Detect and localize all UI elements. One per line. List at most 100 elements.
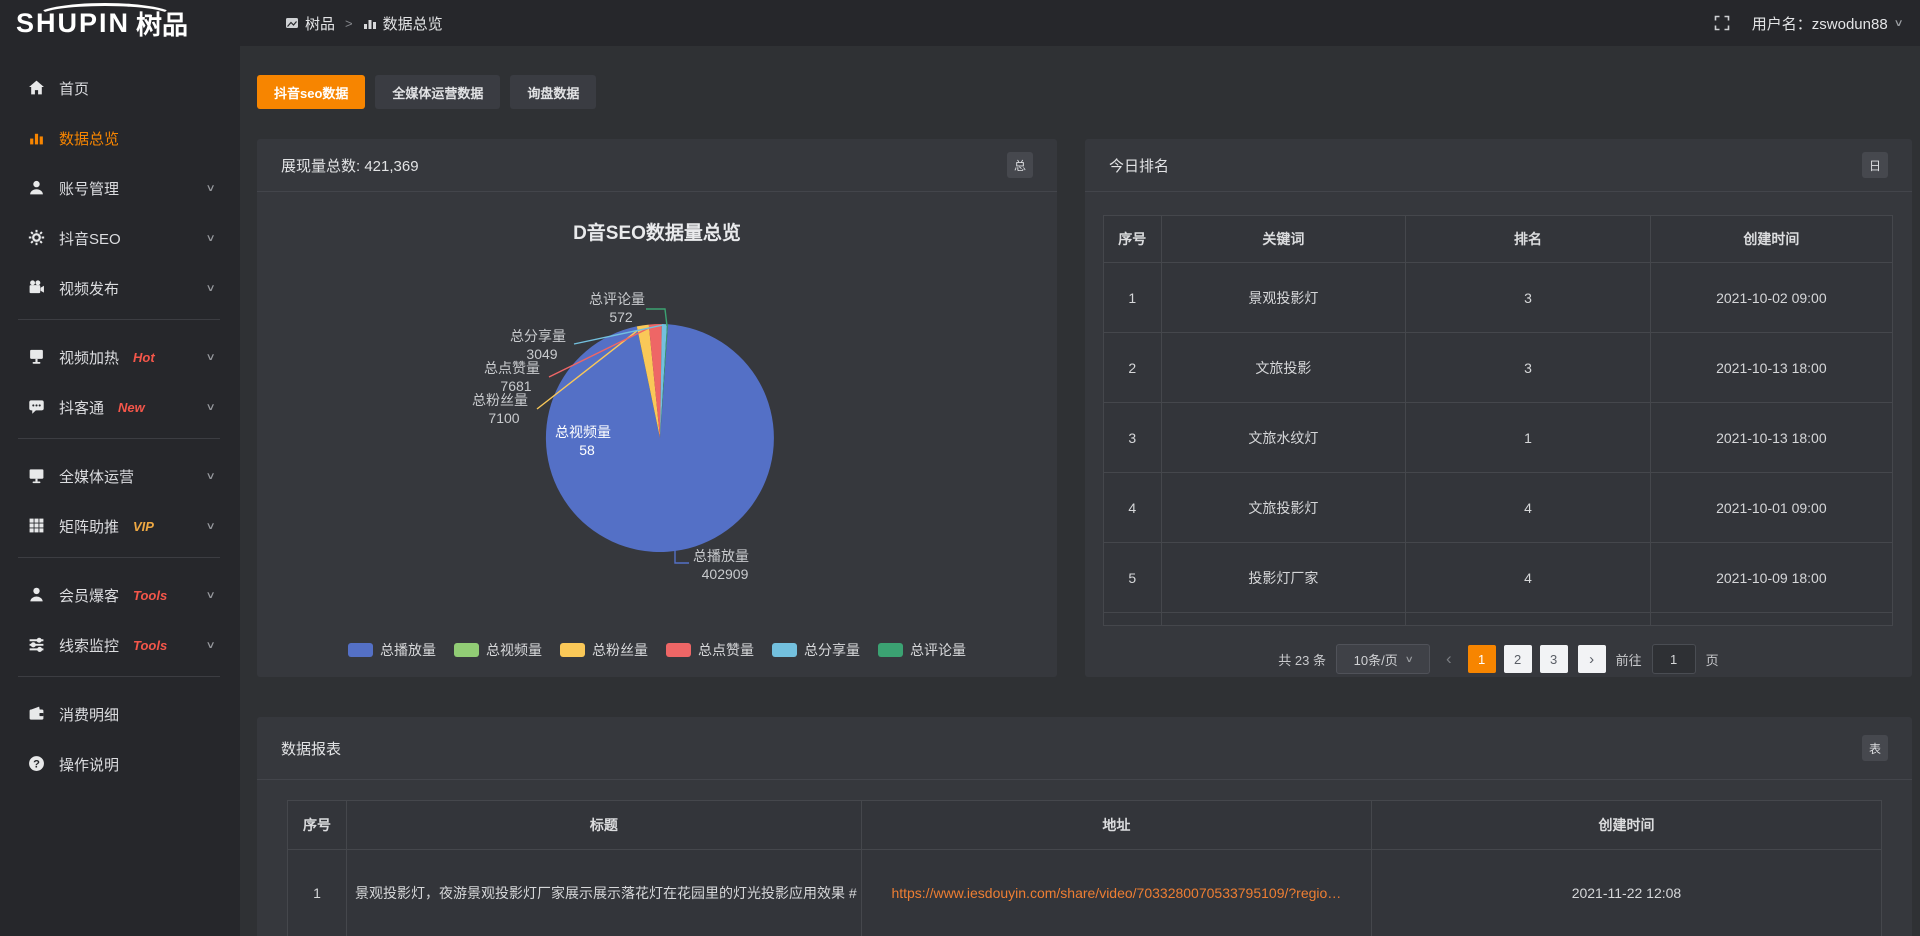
page-button-2[interactable]: 2 bbox=[1503, 645, 1532, 673]
legend-label: 总评论量 bbox=[910, 642, 966, 658]
breadcrumb-separator: > bbox=[345, 15, 353, 31]
legend-label: 总视频量 bbox=[486, 642, 542, 658]
legend-label: 总粉丝量 bbox=[592, 642, 648, 658]
chevron-down-icon: ∨ bbox=[1893, 17, 1904, 29]
brand-logo[interactable]: SHUPIN 树品 bbox=[0, 0, 240, 46]
report-table: 序号 标题 地址 创建时间 1 景观投影灯，夜游景观投影灯厂家展示展示落花灯在花园里的灯… bbox=[287, 800, 1883, 936]
chevron-down-icon: ∨ bbox=[1404, 653, 1414, 664]
table-cell: 2021-10-13 18:00 bbox=[1649, 402, 1894, 473]
legend-item[interactable]: 总评论量 bbox=[878, 640, 966, 660]
table-cell: 2021-10-02 09:00 bbox=[1649, 262, 1894, 333]
table-row-empty bbox=[1103, 612, 1894, 626]
legend-item[interactable]: 总分享量 bbox=[772, 640, 860, 660]
table-cell bbox=[1405, 612, 1651, 626]
sidebar-divider bbox=[18, 319, 220, 320]
video-link[interactable]: https://www.iesdouyin.com/share/video/70… bbox=[891, 885, 1342, 901]
pie-slice-总点赞量[interactable] bbox=[648, 323, 662, 438]
pie-label-总粉丝量: 总粉丝量 7100 bbox=[472, 392, 528, 426]
table-cell bbox=[1160, 612, 1407, 626]
sidebar-item-matrix-boost[interactable]: 矩阵助推 VIP ∨ bbox=[0, 501, 240, 551]
table-cell-index: 1 bbox=[287, 849, 347, 936]
username-label: 用户名：zswodun88 bbox=[1751, 15, 1888, 33]
daily-view-button[interactable]: 日 bbox=[1862, 152, 1888, 178]
column-header: 序号 bbox=[1103, 215, 1162, 263]
goto-page-input[interactable]: 1 bbox=[1651, 644, 1696, 674]
breadcrumb-item-shupin[interactable]: 树品 bbox=[285, 13, 335, 34]
ranking-table: 序号 关键词 排名 创建时间 1 景观投影灯 3 2021-10-02 09:00 2 文旅投影… bbox=[1103, 215, 1894, 626]
chat-icon bbox=[28, 398, 46, 416]
pie-slice-总评论量[interactable] bbox=[660, 324, 668, 438]
sidebar-item-media-ops[interactable]: 全媒体运营 ∨ bbox=[0, 451, 240, 501]
table-cell-title: 景观投影灯，夜游景观投影灯厂家展示展示落花灯在花园里的灯光投影应用效果 # bbox=[345, 849, 862, 936]
table-cell: 4 bbox=[1405, 472, 1651, 543]
label-leader-line bbox=[646, 308, 668, 327]
content: 抖音seo数据 全媒体运营数据 询盘数据 展现量总数: 421,369 总 D音SE… bbox=[240, 46, 1920, 936]
sidebar-item-douyin-seo[interactable]: 抖音SEO ∨ bbox=[0, 213, 240, 263]
page-size-value: 10条/页 bbox=[1353, 652, 1398, 668]
table-cell: 4 bbox=[1103, 472, 1162, 543]
page-button-1[interactable]: 1 bbox=[1467, 645, 1496, 673]
sidebar-item-badge: VIP bbox=[133, 518, 154, 534]
video-camera-icon bbox=[28, 279, 46, 297]
sidebar-item-help[interactable]: ? 操作说明 bbox=[0, 739, 240, 789]
user-menu[interactable]: 用户名：zswodun88 ∨ bbox=[1751, 13, 1904, 34]
table-cell: 3 bbox=[1405, 262, 1651, 333]
table-row: 4 文旅投影灯 4 2021-10-01 09:00 bbox=[1103, 472, 1894, 543]
sidebar-item-member-baoke[interactable]: 会员爆客 Tools ∨ bbox=[0, 570, 240, 620]
pie-label-总评论量: 总评论量 572 bbox=[589, 291, 645, 325]
sidebar-item-account[interactable]: 账号管理 ∨ bbox=[0, 163, 240, 213]
pie-slice-总分享量[interactable] bbox=[660, 324, 667, 438]
sidebar-item-home[interactable]: 首页 bbox=[0, 63, 240, 113]
screen-icon bbox=[28, 348, 46, 366]
table-row: 5 投影灯厂家 4 2021-10-09 18:00 bbox=[1103, 542, 1894, 613]
sidebar-item-douketong[interactable]: 抖客通 New ∨ bbox=[0, 382, 240, 432]
chevron-down-icon: ∨ bbox=[205, 282, 216, 294]
sidebar-item-consume-detail[interactable]: 消费明细 bbox=[0, 689, 240, 739]
sidebar-item-video-heat[interactable]: 视频加热 Hot ∨ bbox=[0, 332, 240, 382]
chevron-down-icon: ∨ bbox=[205, 589, 216, 601]
column-header: 关键词 bbox=[1160, 215, 1407, 263]
tab-media-ops-data[interactable]: 全媒体运营数据 bbox=[375, 75, 501, 109]
breadcrumb-label: 数据总览 bbox=[382, 15, 443, 33]
table-cell: 文旅投影灯 bbox=[1160, 472, 1407, 543]
legend-item[interactable]: 总点赞量 bbox=[666, 640, 754, 660]
chevron-down-icon: ∨ bbox=[205, 351, 216, 363]
column-header: 创建时间 bbox=[1649, 215, 1894, 263]
sidebar-item-overview[interactable]: 数据总览 bbox=[0, 113, 240, 163]
table-view-button[interactable]: 表 bbox=[1862, 735, 1888, 761]
legend-item[interactable]: 总粉丝量 bbox=[560, 640, 648, 660]
user-icon bbox=[28, 179, 46, 197]
total-view-button[interactable]: 总 bbox=[1007, 152, 1033, 178]
pie-slice-总粉丝量[interactable] bbox=[636, 324, 660, 438]
tab-douyin-seo-data[interactable]: 抖音seo数据 bbox=[257, 75, 366, 109]
page-button-3[interactable]: 3 bbox=[1539, 645, 1568, 673]
logo-arc bbox=[36, 3, 174, 29]
table-cell: 2 bbox=[1103, 332, 1162, 403]
table-cell-time: 2021-11-22 12:08 bbox=[1370, 849, 1883, 936]
legend-item[interactable]: 总视频量 bbox=[454, 640, 542, 660]
prev-page-button[interactable]: ‹ bbox=[1445, 649, 1452, 668]
table-cell bbox=[1649, 612, 1894, 626]
pie-slice-总播放量[interactable] bbox=[545, 324, 774, 553]
next-page-button[interactable]: › bbox=[1577, 645, 1606, 673]
sidebar-item-label: 抖客通 bbox=[59, 399, 105, 417]
legend-item[interactable]: 总播放量 bbox=[348, 640, 436, 660]
breadcrumb-item-overview[interactable]: 数据总览 bbox=[363, 13, 443, 34]
sidebar-item-video-publish[interactable]: 视频发布 ∨ bbox=[0, 263, 240, 313]
overview-panel: 展现量总数: 421,369 总 D音SEO数据量总览 总播放量 402909 总视… bbox=[257, 139, 1057, 677]
ranking-title: 今日排名 bbox=[1109, 157, 1170, 175]
legend-label: 总播放量 bbox=[380, 642, 436, 658]
pie-chart: D音SEO数据量总览 总播放量 402909 总视频量 58 总粉丝量 7100 总点赞量 7… bbox=[257, 192, 1057, 678]
ranking-panel-header: 今日排名 日 bbox=[1085, 139, 1912, 192]
fullscreen-icon[interactable] bbox=[1714, 15, 1730, 31]
sidebar-item-clue-monitor[interactable]: 线索监控 Tools ∨ bbox=[0, 620, 240, 670]
sliders-icon bbox=[28, 636, 46, 654]
table-cell: 文旅水纹灯 bbox=[1160, 402, 1407, 473]
sidebar-item-label: 矩阵助推 bbox=[59, 518, 120, 536]
chevron-down-icon: ∨ bbox=[205, 520, 216, 532]
page-size-select[interactable]: 10条/页 ∨ bbox=[1335, 644, 1430, 674]
legend-swatch bbox=[560, 643, 585, 657]
chevron-down-icon: ∨ bbox=[205, 470, 216, 482]
tab-inquiry-data[interactable]: 询盘数据 bbox=[510, 75, 597, 109]
